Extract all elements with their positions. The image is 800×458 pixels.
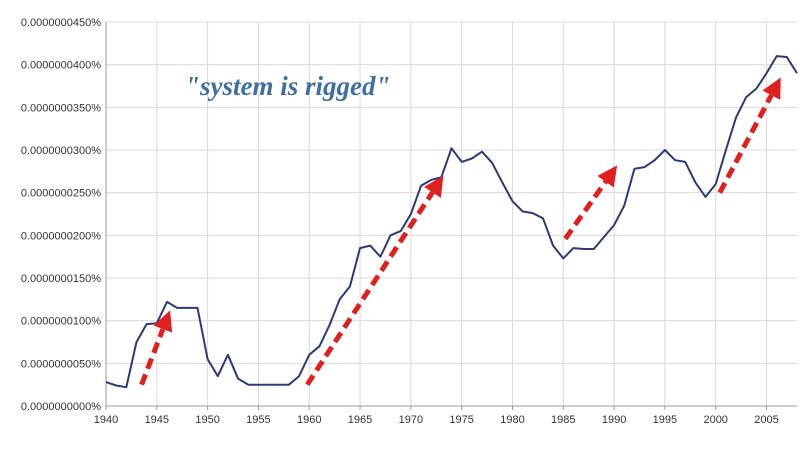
y-tick-label: 0.0000000450% [21, 17, 101, 29]
y-tick-label: 0.0000000350% [21, 102, 101, 114]
chart-annotation: "system is rigged" [185, 71, 390, 101]
trend-arrows [139, 77, 781, 387]
y-tick-label: 0.0000000200% [21, 230, 101, 242]
x-tick-label: 1975 [449, 414, 473, 426]
trend-arrow [717, 77, 781, 194]
series [105, 55, 798, 389]
y-tick-label: 0.0000000050% [21, 358, 101, 370]
trend-arrow-shaft [717, 93, 774, 194]
x-tick-label: 1965 [348, 414, 372, 426]
y-tick-labels: 0.0000000000% 0.0000000050% 0.0000000100% 0… [21, 17, 101, 413]
x-tick-label: 1950 [195, 414, 219, 426]
trend-arrow-head [762, 77, 781, 100]
x-tick-label: 1980 [500, 414, 524, 426]
x-tick-label: 1995 [653, 414, 677, 426]
x-tick-label: 1970 [399, 414, 423, 426]
trend-arrow-shaft [563, 180, 608, 241]
x-tick-label: 1945 [145, 414, 169, 426]
trend-arrow-shaft [139, 328, 166, 386]
trend-arrow-head [424, 175, 444, 198]
axes [105, 22, 797, 410]
series-line [105, 55, 798, 389]
x-tick-label: 1960 [297, 414, 321, 426]
trend-arrow [305, 175, 444, 387]
y-tick-label: 0.0000000100% [21, 316, 101, 328]
trend-arrow [563, 165, 618, 241]
x-tick-label: 2005 [754, 414, 778, 426]
y-tick-label: 0.0000000150% [21, 273, 101, 285]
x-tick-label: 1985 [551, 414, 575, 426]
x-tick-label: 1940 [94, 414, 118, 426]
trend-arrow-head [597, 165, 618, 188]
x-tick-labels: 1940 1945 1950 1955 1960 1965 1970 1975 1980 1985… [94, 414, 779, 426]
trend-arrow [139, 310, 173, 386]
y-tick-label: 0.0000000300% [21, 145, 101, 157]
trend-arrow-head [153, 310, 173, 333]
y-tick-label: 0.0000000000% [21, 401, 101, 413]
y-tick-label: 0.0000000250% [21, 188, 101, 200]
trend-arrow-shaft [305, 190, 435, 387]
y-tick-label: 0.0000000400% [21, 60, 101, 72]
x-tick-label: 1955 [246, 414, 270, 426]
x-tick-label: 2000 [703, 414, 727, 426]
x-tick-label: 1990 [602, 414, 626, 426]
